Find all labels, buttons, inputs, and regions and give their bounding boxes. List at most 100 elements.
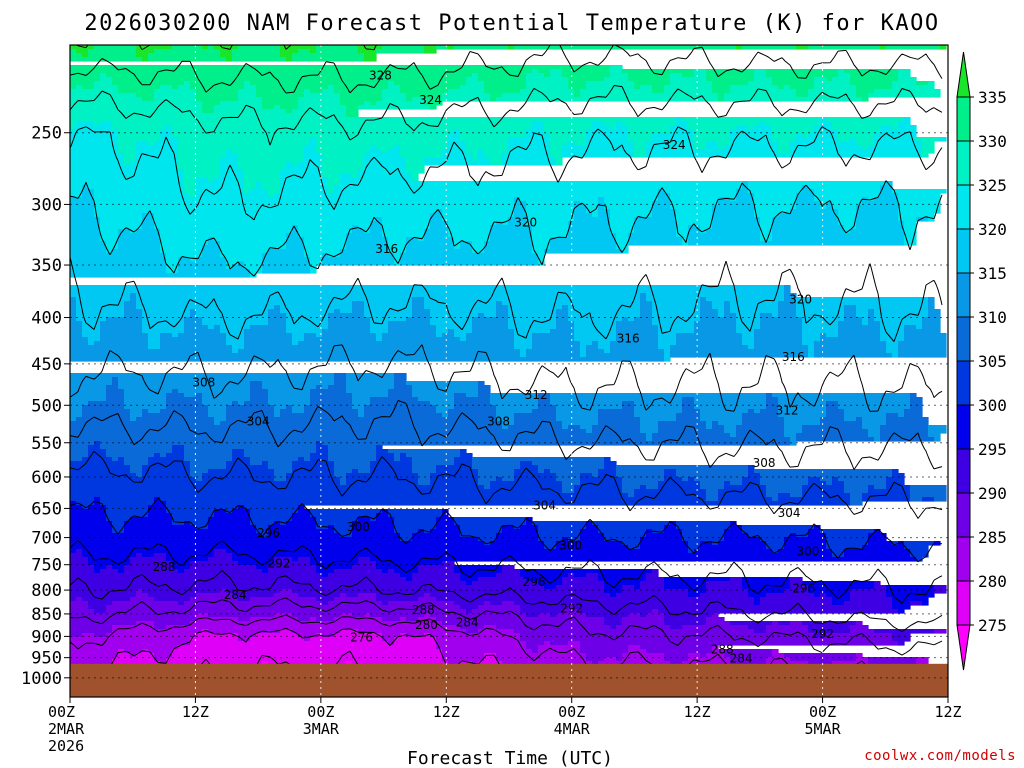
- heatmap-cell-r91-c37: [280, 409, 293, 414]
- heatmap-cell-r20-c16: [112, 125, 167, 130]
- heatmap-cell-r26-c55: [388, 149, 401, 154]
- heatmap-cell-r75-c123: [754, 345, 809, 350]
- heatmap-cell-r37-c114: [736, 193, 755, 198]
- heatmap-cell-r90-c61: [364, 405, 437, 410]
- heatmap-cell-r69-c2: [70, 321, 83, 326]
- heatmap-cell-r37-c4: [82, 193, 95, 198]
- heatmap-cell-r148-c28: [190, 637, 239, 642]
- heatmap-cell-r16-c36: [214, 109, 287, 114]
- heatmap-cell-r70-c24: [208, 325, 215, 330]
- heatmap-cell-r46-c130: [844, 229, 851, 234]
- heatmap-cell-r66-c108: [700, 309, 719, 314]
- heatmap-cell-r131-c52: [334, 569, 383, 574]
- heatmap-cell-r89-c9: [88, 401, 125, 406]
- heatmap-cell-r97-c135: [868, 433, 881, 438]
- heatmap-cell-r47-c117: [760, 233, 773, 238]
- heatmap-cell-r32-c35: [244, 173, 281, 178]
- heatmap-cell-r48-c53: [346, 237, 389, 242]
- heatmap-cell-r12-c56: [382, 93, 407, 98]
- heatmap-cell-r140-c84: [568, 605, 575, 610]
- heatmap-cell-r86-c40: [268, 389, 311, 394]
- heatmap-cell-r139-c115: [754, 601, 761, 606]
- heatmap-cell-r28-c49: [322, 157, 365, 162]
- heatmap-cell-r67-c9: [76, 313, 125, 318]
- heatmap-cell-r107-c88: [592, 473, 599, 478]
- heatmap-cell-r27-c80: [502, 153, 551, 158]
- heatmap-cell-r51-c67: [406, 249, 473, 254]
- heatmap-cell-r36-c122: [748, 189, 803, 194]
- heatmap-cell-r29-c70: [424, 161, 491, 166]
- heatmap-cell-r96-c143: [880, 429, 929, 434]
- heatmap-cell-r94-c108: [712, 421, 719, 426]
- heatmap-cell-r26-c27: [226, 149, 233, 154]
- heatmap-cell-r10-c107: [664, 85, 713, 90]
- heatmap-cell-r68-c56: [370, 317, 407, 322]
- heatmap-cell-r85-c46: [328, 385, 347, 390]
- heatmap-cell-r33-c43: [280, 177, 329, 182]
- heatmap-cell-r30-c49: [322, 165, 365, 170]
- heatmap-cell-r0-c136: [880, 45, 887, 50]
- heatmap-cell-r70-c84: [556, 325, 575, 330]
- heatmap-cell-r51-c33: [220, 249, 269, 254]
- heatmap-cell-r24-c83: [550, 141, 569, 146]
- heatmap-cell-r27-c11: [124, 153, 137, 158]
- heatmap-cell-r153-c16: [154, 657, 167, 662]
- heatmap-cell-r95-c73: [502, 425, 509, 430]
- heatmap-cell-r54-c29: [238, 261, 245, 266]
- heatmap-cell-r105-c37: [268, 465, 293, 470]
- heatmap-cell-r122-c85: [538, 533, 581, 538]
- heatmap-cell-r135-c136: [874, 585, 887, 590]
- heatmap-cell-r65-c121: [778, 305, 797, 310]
- heatmap-cell-r101-c3: [70, 449, 89, 454]
- heatmap-cell-r66-c35: [268, 309, 281, 314]
- heatmap-cell-r128-c37: [274, 557, 293, 562]
- heatmap-cell-r75-c114: [748, 345, 755, 350]
- heatmap-cell-r44-c90: [568, 221, 611, 226]
- heatmap-cell-r67-c117: [760, 313, 773, 318]
- heatmap-cell-r122-c78: [496, 533, 539, 538]
- heatmap-cell-r0-c11: [94, 45, 137, 50]
- heatmap-cell-r154-c32: [166, 661, 263, 666]
- heatmap-cell-r83-c7: [70, 377, 113, 382]
- heatmap-cell-r10-c124: [790, 85, 815, 90]
- heatmap-cell-r116-c62: [388, 509, 443, 514]
- heatmap-cell-r121-c72: [460, 529, 503, 534]
- heatmap-cell-r84-c56: [394, 381, 407, 386]
- heatmap-cell-r100-c51: [328, 445, 377, 450]
- heatmap-cell-r45-c5: [70, 225, 101, 230]
- heatmap-cell-r67-c81: [508, 313, 557, 318]
- heatmap-cell-r45-c77: [490, 225, 533, 230]
- heatmap-cell-r46-c105: [688, 229, 701, 234]
- heatmap-cell-r11-c121: [730, 89, 797, 94]
- heatmap-cell-r68-c36: [268, 317, 287, 322]
- heatmap-cell-r154-c87: [502, 661, 593, 666]
- heatmap-cell-r91-c115: [754, 409, 761, 414]
- heatmap-cell-r139-c72: [490, 601, 503, 606]
- heatmap-cell-r153-c116: [730, 657, 767, 662]
- heatmap-cell-r32-c48: [352, 173, 359, 178]
- heatmap-cell-r67-c36: [268, 313, 287, 318]
- heatmap-cell-r28-c82: [556, 157, 563, 162]
- heatmap-cell-r107-c58: [346, 473, 419, 478]
- heatmap-cell-r103-c13: [124, 457, 149, 462]
- heatmap-cell-r0-c146: [940, 45, 947, 50]
- heatmap-cell-r106-c78: [514, 469, 539, 474]
- heatmap-cell-r52-c54: [340, 253, 395, 258]
- heatmap-cell-r40-c138: [856, 205, 899, 210]
- heatmap-cell-r129-c10: [88, 561, 131, 566]
- x-tick-label-1-0: 12Z: [182, 703, 209, 721]
- heatmap-cell-r68-c60: [406, 317, 431, 322]
- heatmap-cell-r12-c70: [442, 93, 491, 98]
- heatmap-cell-r27-c26: [178, 153, 227, 158]
- heatmap-cell-r137-c51: [358, 593, 377, 598]
- heatmap-cell-r154-c88: [592, 661, 599, 666]
- heatmap-cell-r8-c89: [568, 77, 605, 82]
- heatmap-cell-r29-c49: [322, 161, 365, 166]
- heatmap-cell-r54-c78: [400, 261, 539, 266]
- heatmap-cell-r92-c81: [514, 413, 557, 418]
- heatmap-cell-r73-c77: [514, 337, 533, 342]
- heatmap-cell-r48-c102: [628, 237, 683, 242]
- heatmap-cell-r142-c108: [712, 613, 719, 618]
- heatmap-cell-r45-c90: [568, 225, 611, 230]
- heatmap-cell-r46-c129: [772, 229, 845, 234]
